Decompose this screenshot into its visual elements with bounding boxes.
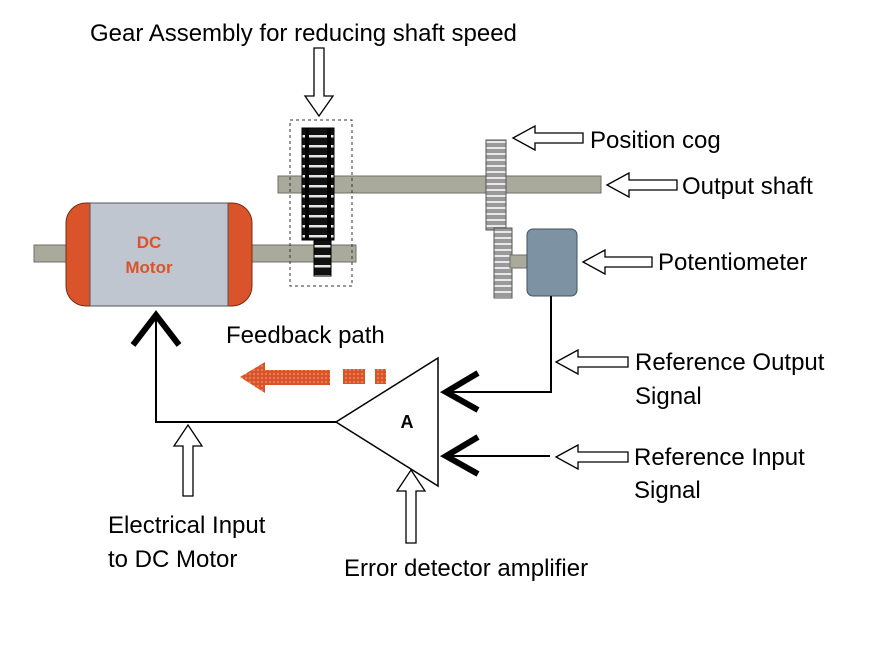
error-detector-callout-arrow: [395, 468, 427, 544]
potentiometer-body: [526, 228, 578, 297]
potentiometer-label: Potentiometer: [658, 249, 807, 276]
motor-input-arrowhead: [130, 310, 182, 347]
reference-input-label-line2: Signal: [634, 477, 701, 504]
position-cog-callout-arrow: [511, 124, 584, 152]
gear-assembly-box: [289, 119, 353, 287]
gear-assembly-callout-arrow: [303, 47, 335, 118]
position-cog: [485, 139, 507, 231]
reference-input-arrowhead: [440, 434, 480, 477]
error-detector-label: Error detector amplifier: [344, 555, 588, 582]
motor-label-line2: Motor: [125, 258, 173, 277]
large-reduction-gear: [301, 127, 335, 241]
potentiometer-callout-arrow: [581, 248, 653, 276]
reference-output-label-line1: Reference Output: [635, 349, 825, 376]
position-cog-label: Position cog: [590, 127, 721, 154]
output-shaft-label: Output shaft: [682, 173, 813, 200]
dc-motor: DC Motor: [65, 202, 253, 307]
electrical-input-label-line2: to DC Motor: [108, 546, 237, 573]
reference-output-callout-arrow: [554, 348, 629, 376]
motor-input-wire: [155, 318, 336, 423]
electrical-input-label-line1: Electrical Input: [108, 512, 266, 539]
reference-input-label-line1: Reference Input: [634, 444, 805, 471]
feedback-path-arrow: [240, 362, 386, 393]
output-shaft: [277, 175, 602, 194]
motor-label-line1: DC: [137, 233, 162, 252]
motor-body: [89, 202, 229, 307]
error-amplifier: A: [334, 356, 439, 488]
feedback-path-label: Feedback path: [226, 322, 385, 349]
reference-output-arrowhead: [440, 370, 480, 413]
gear-assembly-label: Gear Assembly for reducing shaft speed: [90, 20, 517, 47]
amplifier-label: A: [401, 412, 414, 432]
feedback-wire: [446, 296, 552, 393]
reference-input-callout-arrow: [554, 443, 629, 471]
reference-output-label-line2: Signal: [635, 383, 702, 410]
output-shaft-callout-arrow: [605, 171, 678, 199]
pinion-gear: [313, 239, 332, 277]
potentiometer-cog: [493, 227, 513, 299]
electrical-input-callout-arrow: [172, 423, 204, 497]
potentiometer-shaft: [509, 254, 529, 269]
